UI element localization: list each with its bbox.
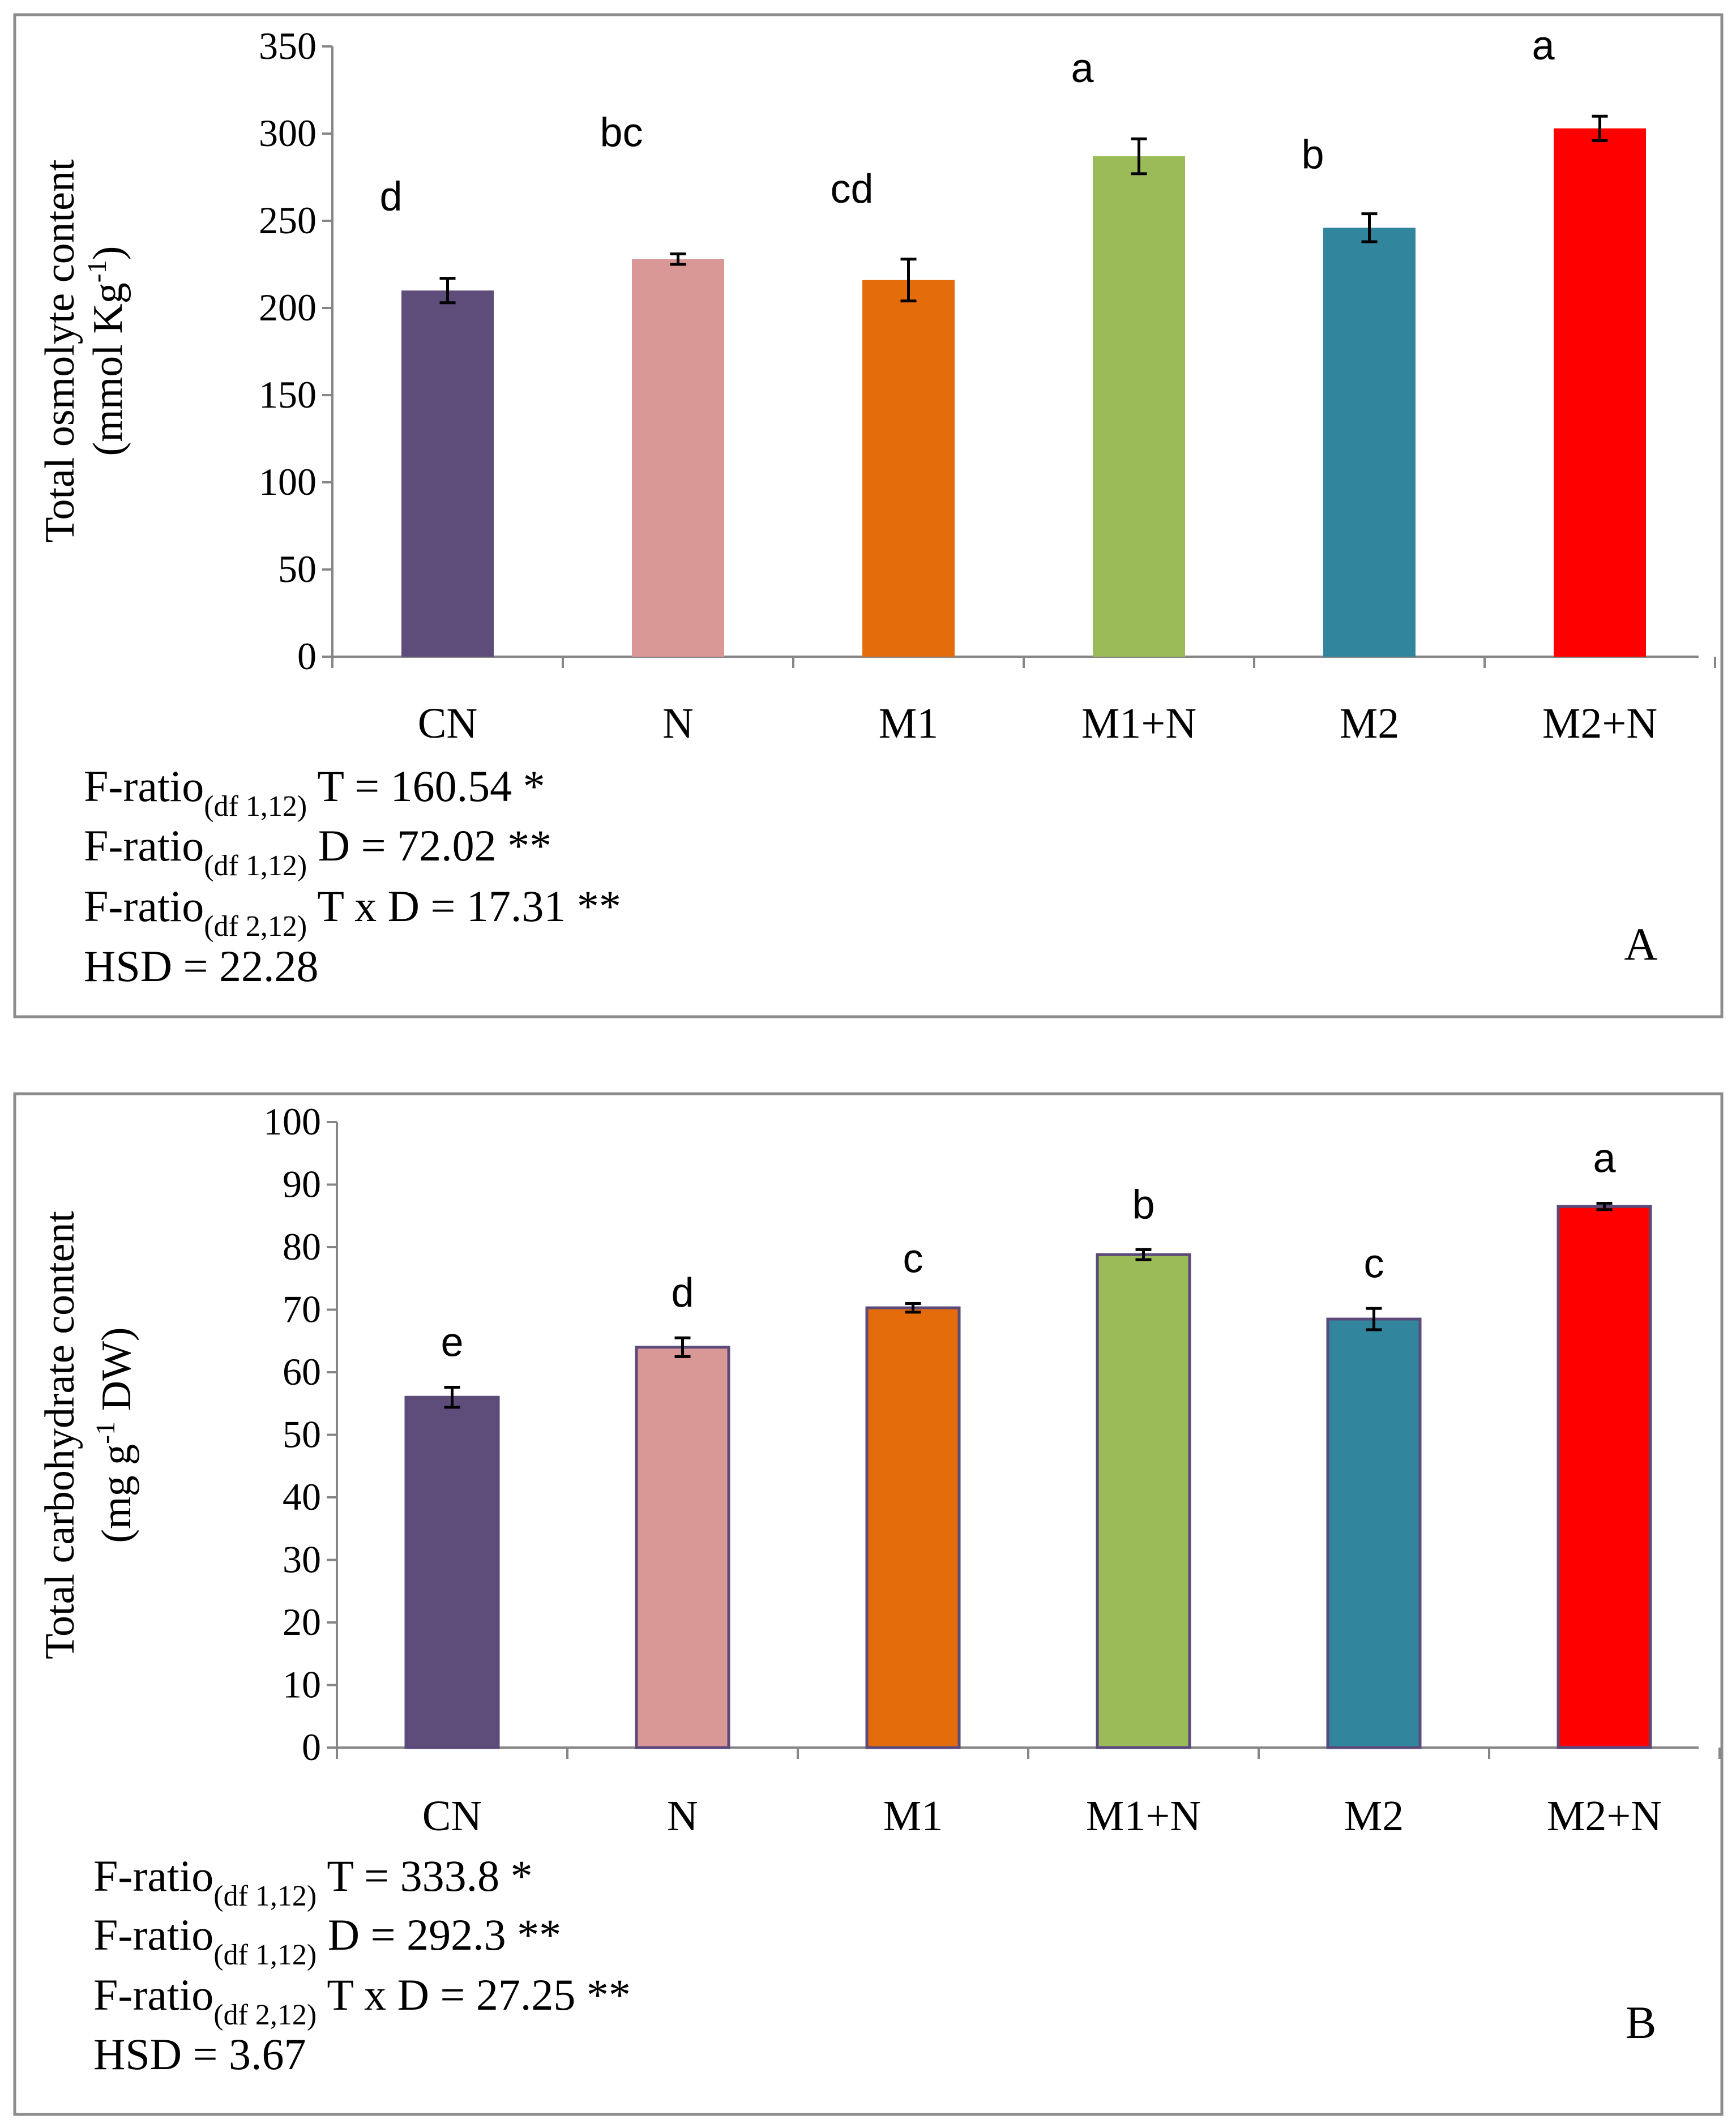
chart-panel-b: 0 10 20 30 40 50 60 70 80 90 100 e CN d Nc M1 b M1+N c M2 a M… [13,1092,1724,2116]
stats-line: F-ratio(df 1,12) T = 333.8 * [93,1851,533,1912]
significance-letter: bc [600,110,643,156]
category-label: N [662,700,694,747]
category-label: CN [422,1792,482,1840]
significance-letter: d [671,1270,694,1316]
category-label: CN [418,700,478,747]
category-label: M2 [1344,1792,1404,1840]
panel-label: B [1626,1997,1657,2048]
y-tick-label: 100 [259,460,317,503]
significance-letter: c [903,1236,923,1281]
bar-m1 [862,280,955,657]
panel-label: A [1624,918,1657,970]
y-tick-label: 90 [283,1163,321,1206]
stats-line: HSD = 3.67 [93,2029,306,2079]
y-tick-label: 0 [302,1725,321,1769]
y-tick-label: 0 [297,635,317,678]
y-tick-label: 60 [283,1350,321,1393]
y-axis-unit: (mmol Kg-1) [82,246,131,456]
chart-panel-a: 0 50 100 150 200 250 300 350 d CN bc Ncd M1 a M1+N b M2 a… [13,13,1724,1018]
y-tick-label: 350 [259,24,317,67]
bar-m1 [865,1306,961,1749]
significance-letter: a [1532,23,1555,68]
bar-m2-plus-n [1554,128,1646,657]
y-tick-label: 300 [259,112,317,155]
category-label: M2 [1340,700,1400,747]
y-tick-label: 150 [259,373,317,416]
bar-n [635,1346,730,1749]
stats-line: F-ratio(df 2,12) T x D = 17.31 ** [84,881,621,943]
category-label: N [667,1792,698,1840]
y-tick-label: 10 [283,1663,321,1706]
significance-letter: d [379,174,402,220]
significance-letter: a [1593,1136,1616,1181]
bar-m2 [1326,1317,1422,1749]
significance-letter: cd [830,166,873,212]
y-tick-label: 200 [259,286,317,329]
bar-cn [401,290,494,657]
y-axis-unit: (mg g-1 DW) [91,1327,140,1543]
bar-n [632,259,724,657]
category-label: M1+N [1081,700,1196,747]
y-tick-label: 50 [278,547,317,590]
stats-line: F-ratio(df 1,12) T = 160.54 * [84,761,545,823]
bar-m1-plus-n [1093,156,1185,657]
stats-line: F-ratio(df 1,12) D = 292.3 ** [93,1910,561,1971]
y-tick-label: 100 [263,1100,321,1143]
significance-letter: c [1364,1241,1384,1286]
significance-letter: b [1301,132,1324,178]
bar-m1-plus-n [1096,1253,1191,1749]
y-tick-label: 20 [283,1600,321,1643]
y-tick-label: 80 [283,1225,321,1268]
y-tick-label: 40 [283,1475,321,1518]
category-label: M1+N [1086,1792,1201,1840]
significance-letter: b [1132,1182,1155,1227]
y-tick-label: 30 [283,1538,321,1581]
bar-m2-plus-n [1557,1205,1652,1749]
y-axis-title: Total carbohydrate content [37,1211,83,1659]
y-tick-label: 50 [283,1413,321,1456]
category-label: M2+N [1547,1792,1662,1840]
stats-line: F-ratio(df 2,12) T x D = 27.25 ** [93,1970,631,2031]
significance-letter: a [1071,46,1094,91]
bar-cn [404,1395,500,1749]
category-label: M2+N [1542,700,1657,747]
y-tick-label: 250 [259,199,317,242]
bar-m2 [1323,228,1416,657]
category-label: M1 [883,1792,943,1840]
y-axis-title: Total osmolyte content [37,159,83,543]
stats-line: F-ratio(df 1,12) D = 72.02 ** [84,821,551,882]
significance-letter: e [441,1320,463,1365]
category-label: M1 [879,700,939,747]
y-tick-label: 70 [283,1288,321,1331]
stats-line: HSD = 22.28 [84,941,319,991]
